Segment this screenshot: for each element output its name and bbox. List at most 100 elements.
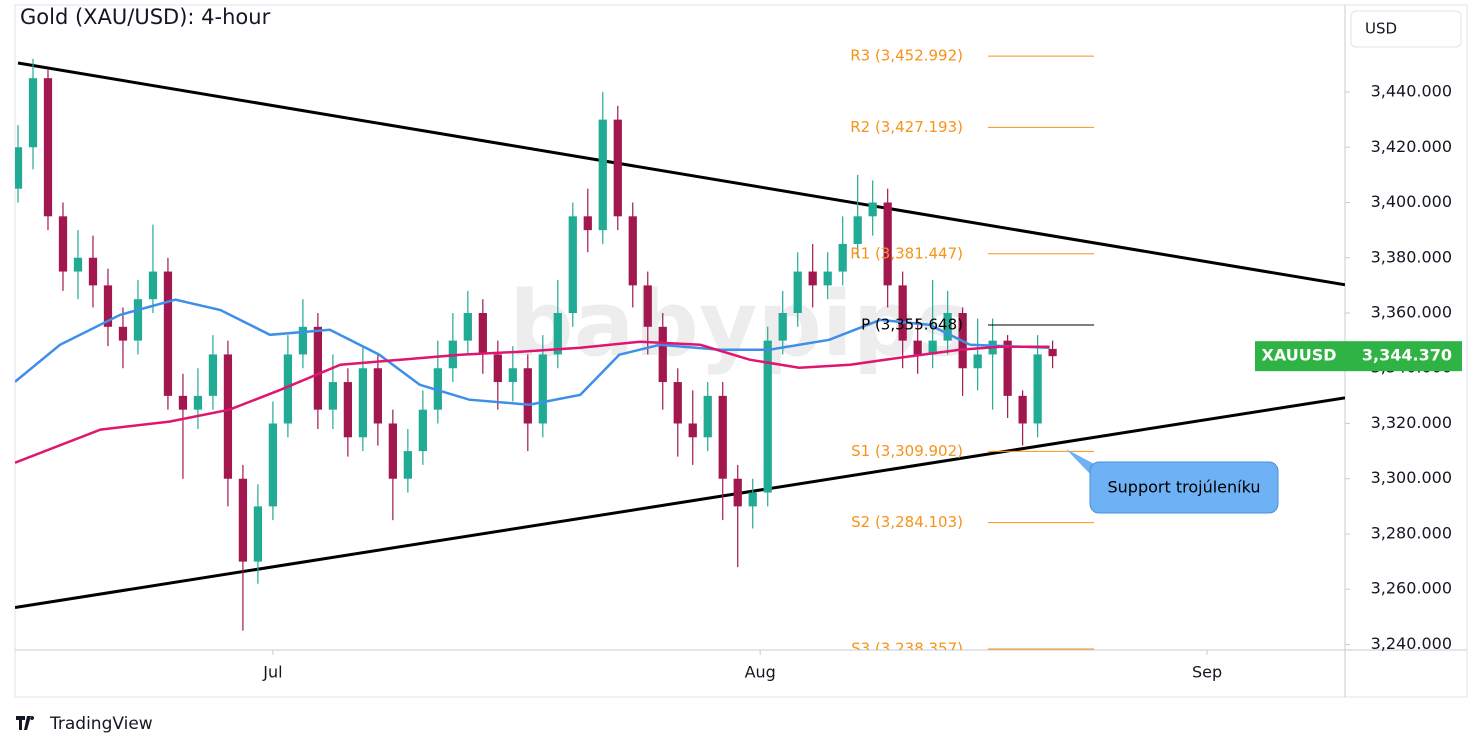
candle-body [628,216,637,286]
y-tick-label: 3,280.000 [1371,523,1452,542]
candle-body [178,395,188,410]
candle-body [1018,395,1027,424]
candle-body [163,271,173,396]
currency-label[interactable]: USD [1365,20,1397,38]
candle-body [1003,340,1012,396]
candle-body [928,340,937,355]
y-tick-label: 3,320.000 [1371,413,1452,432]
candle-body [508,368,517,383]
last-price-name: XAUUSD [1261,346,1336,365]
candle-body [223,354,233,479]
candle-body [1048,348,1057,357]
moving-average [15,340,1050,464]
currency-box[interactable] [1350,10,1462,48]
annotation-text: Support trojúleníku [1108,478,1261,497]
y-tick-label: 3,360.000 [1371,302,1452,321]
candle-body [478,312,487,355]
candle-body [763,340,772,493]
candle-body [688,423,697,438]
trendline [17,61,1345,287]
y-tick-label: 3,240.000 [1371,634,1452,653]
x-tick-label: Sep [1192,663,1222,682]
chart-title: Gold (XAU/USD): 4-hour [20,5,271,29]
candle-body [943,312,952,341]
candle-body [463,312,472,341]
candle-body [913,340,922,355]
candle-body [658,326,667,383]
candle-body [838,243,847,272]
pivot-label: R1 (3,381.447) [850,244,963,262]
candle-body [808,271,817,286]
tradingview-logo: TradingView [16,714,153,734]
candle-body [418,409,427,452]
candle-body [43,78,53,217]
candle-body [328,382,338,410]
candle-body [148,271,158,300]
pivot-label: R2 (3,427.193) [850,118,963,136]
candle-body [133,299,143,341]
pivot-label: S2 (3,284.103) [851,513,963,531]
candle-body [403,451,412,479]
candle-body [793,271,802,313]
candle-body [208,354,218,396]
pivot-label: S1 (3,309.902) [851,442,963,460]
candle-body [238,478,248,562]
candle-body [643,285,652,327]
candle-body [823,271,832,286]
moving-average [15,298,1050,406]
chart-frame [14,4,1468,698]
candle-body [553,312,562,355]
candle-body [733,478,742,507]
candle-body [253,506,263,562]
candle-body [283,354,293,424]
candle-body [523,368,532,424]
candle-body [883,202,892,286]
candle-body [28,78,38,148]
candle-body [673,382,682,424]
y-tick-label: 3,300.000 [1371,468,1452,487]
annotation: Support trojúleníku [1066,449,1279,514]
candle-body [868,202,877,217]
trendline [15,396,1345,609]
candle-body [88,257,98,286]
candle-body [853,216,862,244]
logo-icon [16,716,35,730]
pivot-label: S3 (3,238.357) [851,640,963,658]
candle-body [898,285,907,341]
y-tick-label: 3,260.000 [1371,579,1452,598]
candle-body [718,395,727,479]
candle-body [193,395,203,410]
y-tick-label: 3,420.000 [1371,137,1452,156]
candle-body [358,368,367,438]
annotation-box [1089,461,1279,514]
candle-body [538,354,547,424]
candle-body [748,492,757,507]
y-tick-label: 3,380.000 [1371,247,1452,266]
candle-body [703,395,712,438]
candle-body [388,423,397,479]
candle-body [73,257,83,272]
candle-body [493,354,502,383]
x-tick-label: Jul [262,663,282,682]
brand: TradingView [49,714,153,734]
candle-body [598,119,607,231]
candle-body [613,119,622,217]
candle-body [583,216,592,231]
candle-body [58,216,68,272]
candle-body [268,423,278,507]
x-tick-label: Aug [745,663,776,682]
candle-body [118,326,128,341]
candle-body [103,285,113,327]
pivot-label: P (3,355.648) [861,316,963,334]
pivot-label: R3 (3,452.992) [850,47,963,65]
last-price-tag [1255,341,1462,372]
y-tick-label: 3,400.000 [1371,192,1452,211]
candle-body [568,216,577,313]
candle-body [373,368,382,424]
candle-body [778,312,787,341]
candle-body [15,147,23,189]
candle-body [313,326,323,410]
y-tick-label: 3,440.000 [1371,82,1452,101]
